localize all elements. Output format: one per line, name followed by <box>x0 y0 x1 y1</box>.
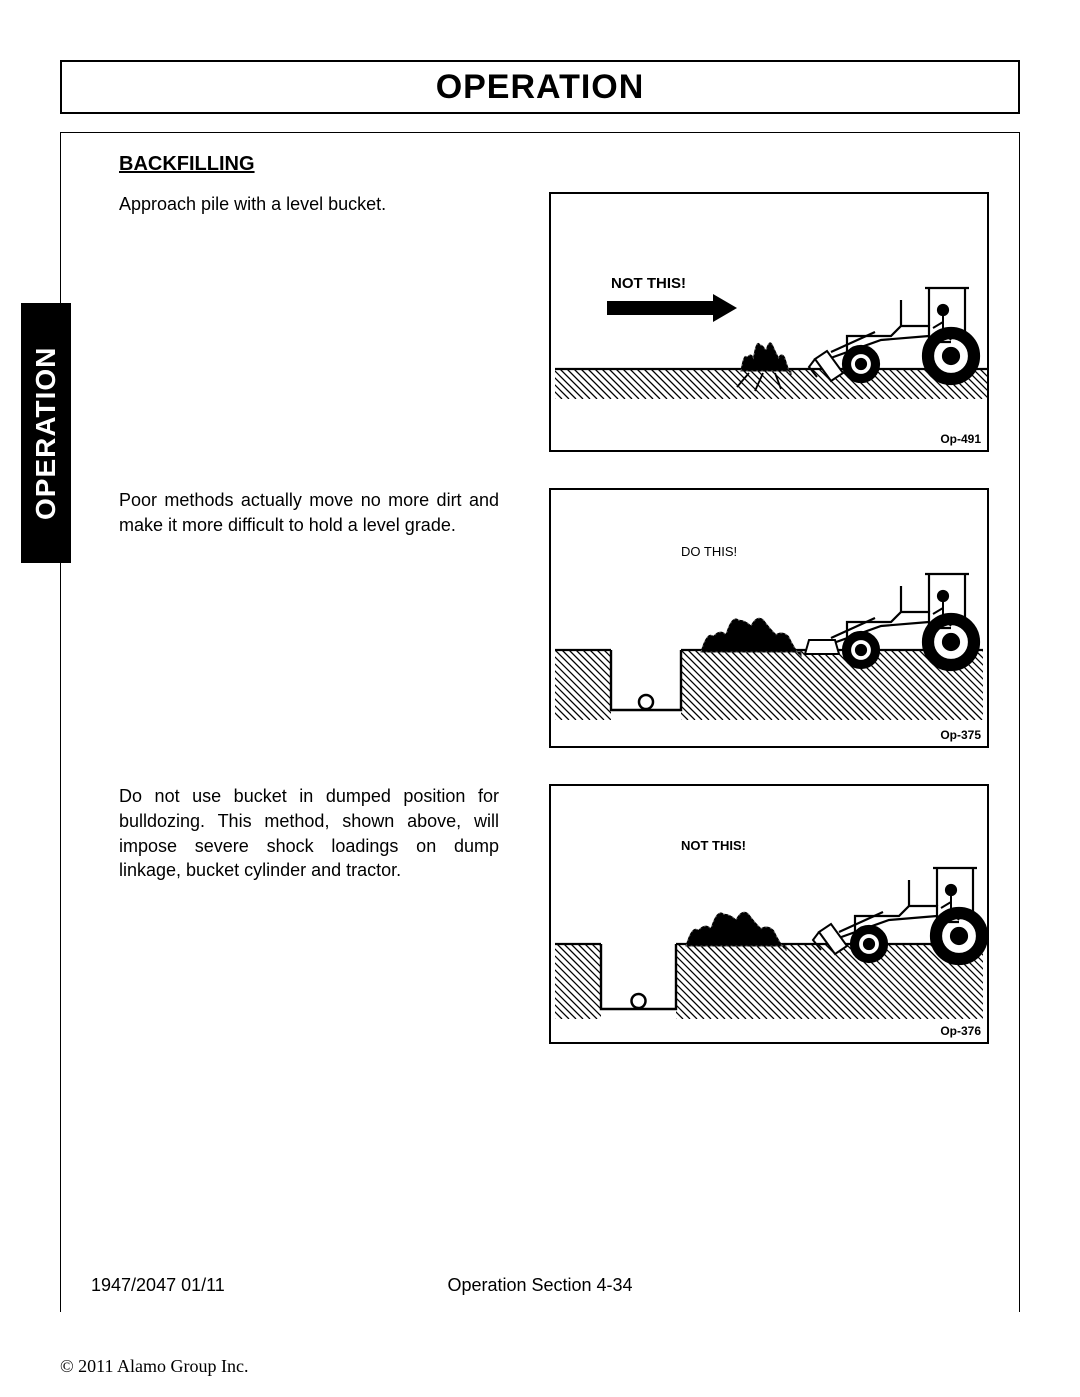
footer-section: Operation Section 4-34 <box>91 1275 989 1296</box>
row-figure-col: NOT THIS! Op-376 <box>519 784 989 1044</box>
figure-number: Op-491 <box>940 432 981 446</box>
row-text: Do not use bucket in dumped position for… <box>119 784 499 883</box>
row-text: Poor methods actually move no more dirt … <box>119 488 499 538</box>
figure-box: NOT THIS! Op-491 <box>549 192 989 452</box>
row-figure-col: NOT THIS! Op-491 <box>519 192 989 452</box>
page: OPERATION OPERATION BACKFILLING Approach… <box>0 0 1080 1397</box>
content-row: Poor methods actually move no more dirt … <box>119 488 989 748</box>
figure-number: Op-375 <box>940 728 981 742</box>
copyright-text: © 2011 Alamo Group Inc. <box>60 1356 248 1377</box>
figure-box: DO THIS! Op-375 <box>549 488 989 748</box>
section-subtitle: BACKFILLING <box>119 153 989 176</box>
svg-text:NOT THIS!: NOT THIS! <box>611 275 686 292</box>
figure-number: Op-376 <box>940 1024 981 1038</box>
rows-container: Approach pile with a level bucket. NOT T… <box>119 192 989 1044</box>
row-figure-col: DO THIS! Op-375 <box>519 488 989 748</box>
figure-box: NOT THIS! Op-376 <box>549 784 989 1044</box>
page-title-box: OPERATION <box>60 60 1020 114</box>
content-row: Do not use bucket in dumped position for… <box>119 784 989 1044</box>
figure-illustration: DO THIS! <box>551 490 989 748</box>
svg-text:NOT THIS!: NOT THIS! <box>681 838 746 853</box>
page-title: OPERATION <box>436 68 645 107</box>
side-tab-label: OPERATION <box>30 346 62 519</box>
content-frame: OPERATION BACKFILLING Approach pile with… <box>60 132 1020 1312</box>
footer-row: Operation Section 4-34 1947/2047 01/11 <box>91 1275 989 1296</box>
content-row: Approach pile with a level bucket. NOT T… <box>119 192 989 452</box>
svg-text:DO THIS!: DO THIS! <box>681 544 737 559</box>
figure-illustration: NOT THIS! <box>551 194 989 452</box>
side-tab-operation: OPERATION <box>21 303 71 563</box>
figure-illustration: NOT THIS! <box>551 786 989 1044</box>
row-text: Approach pile with a level bucket. <box>119 192 499 217</box>
